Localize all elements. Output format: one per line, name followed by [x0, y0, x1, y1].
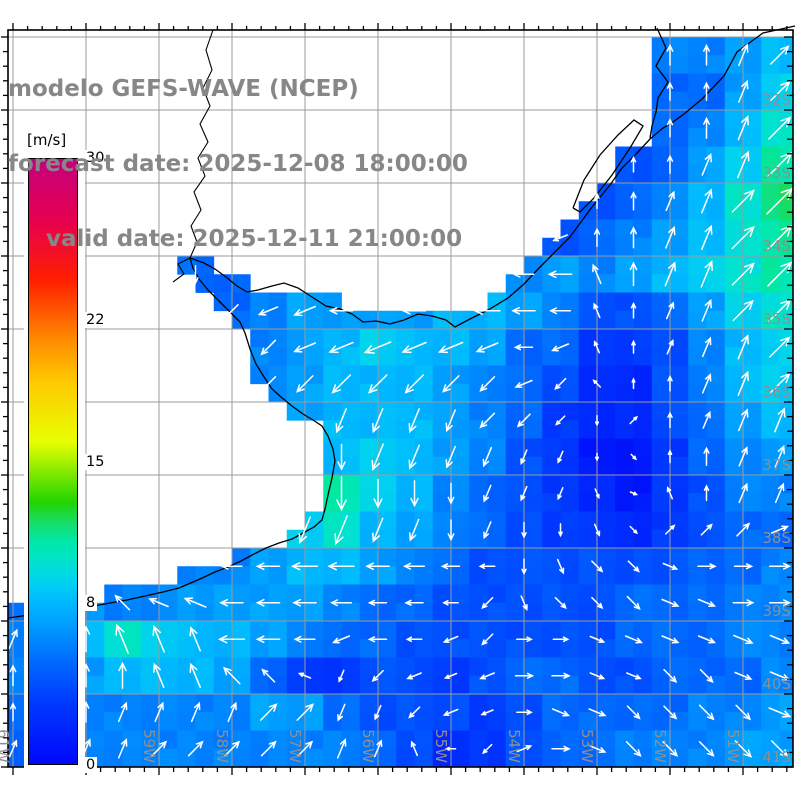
- lon-label-52W: 52W: [651, 729, 669, 763]
- lat-label-41S: 41S: [762, 748, 791, 766]
- colorbar-tick-label: 30: [84, 150, 107, 166]
- lon-label-58W: 58W: [213, 729, 231, 763]
- lat-label-37S: 37S: [762, 456, 791, 474]
- colorbar-tick-label: 22: [84, 311, 107, 328]
- uruguay-river: [189, 29, 214, 259]
- lat-label-36S: 36S: [762, 383, 791, 401]
- mirim-lagoon-outline: [572, 119, 644, 213]
- delta-channel: [172, 257, 191, 283]
- lat-label-35S: 35S: [762, 310, 791, 328]
- colorbar-tick-label: 15: [84, 453, 107, 470]
- colorbar-tick-label: 0: [84, 757, 98, 773]
- map-border: [7, 29, 794, 768]
- lat-label-32S: 32S: [762, 91, 791, 109]
- lon-label-53W: 53W: [578, 729, 596, 763]
- lat-label-33S: 33S: [762, 164, 791, 182]
- lon-label-57W: 57W: [286, 729, 304, 763]
- lat-label-40S: 40S: [762, 675, 791, 693]
- colorbar-unit-label: [m/s]: [27, 131, 67, 149]
- lat-label-39S: 39S: [762, 602, 791, 620]
- patos-lagoon-west-shore: [649, 27, 669, 139]
- axis-ticks: [1, 23, 793, 775]
- colorbar-tick-label: 8: [84, 595, 98, 612]
- lon-label-56W: 56W: [359, 729, 377, 763]
- wind-direction-arrows: [8, 43, 793, 759]
- lon-label-55W: 55W: [432, 729, 450, 763]
- lon-label-59W: 59W: [140, 729, 158, 763]
- lon-label-61W: 61W: [0, 729, 12, 763]
- lon-label-51W: 51W: [724, 729, 742, 763]
- lat-label-34S: 34S: [762, 237, 791, 255]
- lat-label-38S: 38S: [762, 529, 791, 547]
- lon-label-54W: 54W: [505, 729, 523, 763]
- colorbar-gradient: [28, 158, 78, 765]
